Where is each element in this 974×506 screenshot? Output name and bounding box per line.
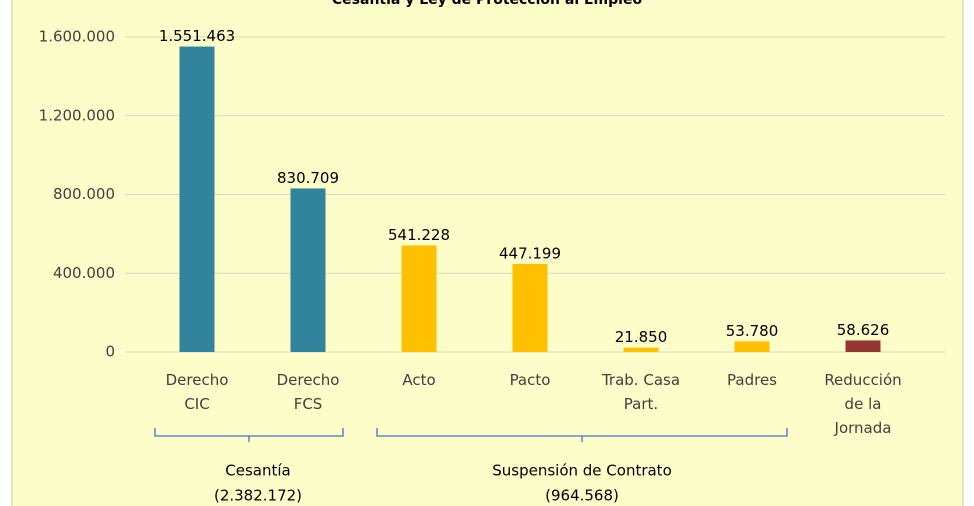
x-tick-label: Pacto	[510, 371, 551, 389]
value-label: 1.551.463	[159, 27, 235, 45]
chart-area	[11, 0, 964, 506]
group-label: Suspensión de Contrato	[492, 462, 672, 480]
value-label: 541.228	[388, 226, 450, 244]
y-tick-label: 400.000	[53, 264, 115, 282]
group-label: Cesantía	[225, 462, 290, 480]
bar	[179, 46, 215, 352]
x-tick-label: Padres	[727, 371, 777, 389]
bar	[401, 245, 437, 352]
y-tick-label: 800.000	[53, 185, 115, 203]
bar	[734, 341, 770, 352]
chart-title: Cesantía y Ley de Protección al Empleo	[332, 0, 643, 8]
x-tick-label: Acto	[402, 371, 435, 389]
x-tick-label: Trab. Casa Part.	[601, 371, 680, 413]
x-tick-label: Reducción de la Jornada	[824, 371, 901, 437]
bar	[512, 263, 548, 352]
x-tick-label: Derecho FCS	[277, 371, 340, 413]
y-tick-label: 0	[105, 343, 115, 361]
value-label: 58.626	[837, 321, 890, 339]
x-tick-label: Derecho CIC	[166, 371, 229, 413]
value-label: 447.199	[499, 244, 561, 262]
y-tick-label: 1.600.000	[39, 28, 115, 46]
value-label: 53.780	[726, 322, 779, 340]
group-total: (2.382.172)	[214, 487, 302, 505]
group-bracket	[154, 428, 344, 442]
value-label: 830.709	[277, 169, 339, 187]
value-label: 21.850	[615, 328, 668, 346]
y-tick-label: 1.200.000	[39, 106, 115, 124]
bar	[290, 188, 326, 352]
bar	[623, 347, 659, 352]
group-bracket	[376, 428, 788, 442]
bar	[845, 340, 881, 352]
group-total: (964.568)	[545, 487, 619, 505]
